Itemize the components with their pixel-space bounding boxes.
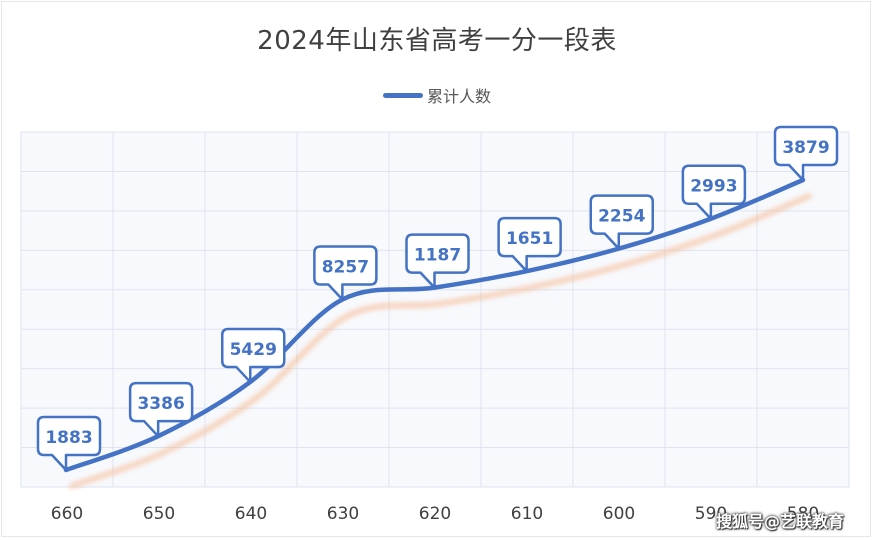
data-callout (36, 415, 102, 472)
x-tick-label: 640 (235, 504, 267, 524)
data-label: 1187 (414, 246, 461, 266)
legend-label: 累计人数 (426, 87, 491, 106)
chart-title: 2024年山东省高考一分一段表 (257, 26, 617, 56)
data-label: 3386 (137, 394, 184, 414)
data-label: 3879 (782, 138, 829, 158)
chart-legend: 累计人数 (0, 83, 874, 107)
x-tick-label: 580 (787, 504, 819, 524)
data-label: 8257 (322, 257, 369, 277)
legend-swatch (382, 93, 423, 98)
x-tick-label: 620 (419, 504, 451, 524)
data-callout (681, 164, 747, 220)
data-callout (128, 381, 194, 438)
x-tick-label: 660 (51, 504, 83, 524)
x-tick-label: 600 (603, 504, 635, 524)
data-callout (221, 327, 286, 384)
data-label: 2993 (690, 177, 737, 197)
x-tick-label: 590 (695, 504, 727, 524)
data-label: 1651 (506, 229, 553, 249)
series-line-shadow (69, 193, 812, 489)
data-label: 1883 (45, 428, 92, 448)
data-label: 5429 (230, 340, 277, 360)
x-tick-label: 610 (511, 504, 543, 524)
data-callout (405, 233, 470, 289)
data-callout (313, 245, 378, 301)
x-tick-label: 630 (327, 504, 359, 524)
data-callout (589, 194, 654, 250)
watermark: 搜狐号@艺联教育 (716, 512, 845, 531)
data-callout (497, 216, 562, 273)
data-label: 2254 (598, 207, 645, 227)
x-tick-label: 650 (143, 504, 175, 524)
data-callout (773, 125, 839, 182)
